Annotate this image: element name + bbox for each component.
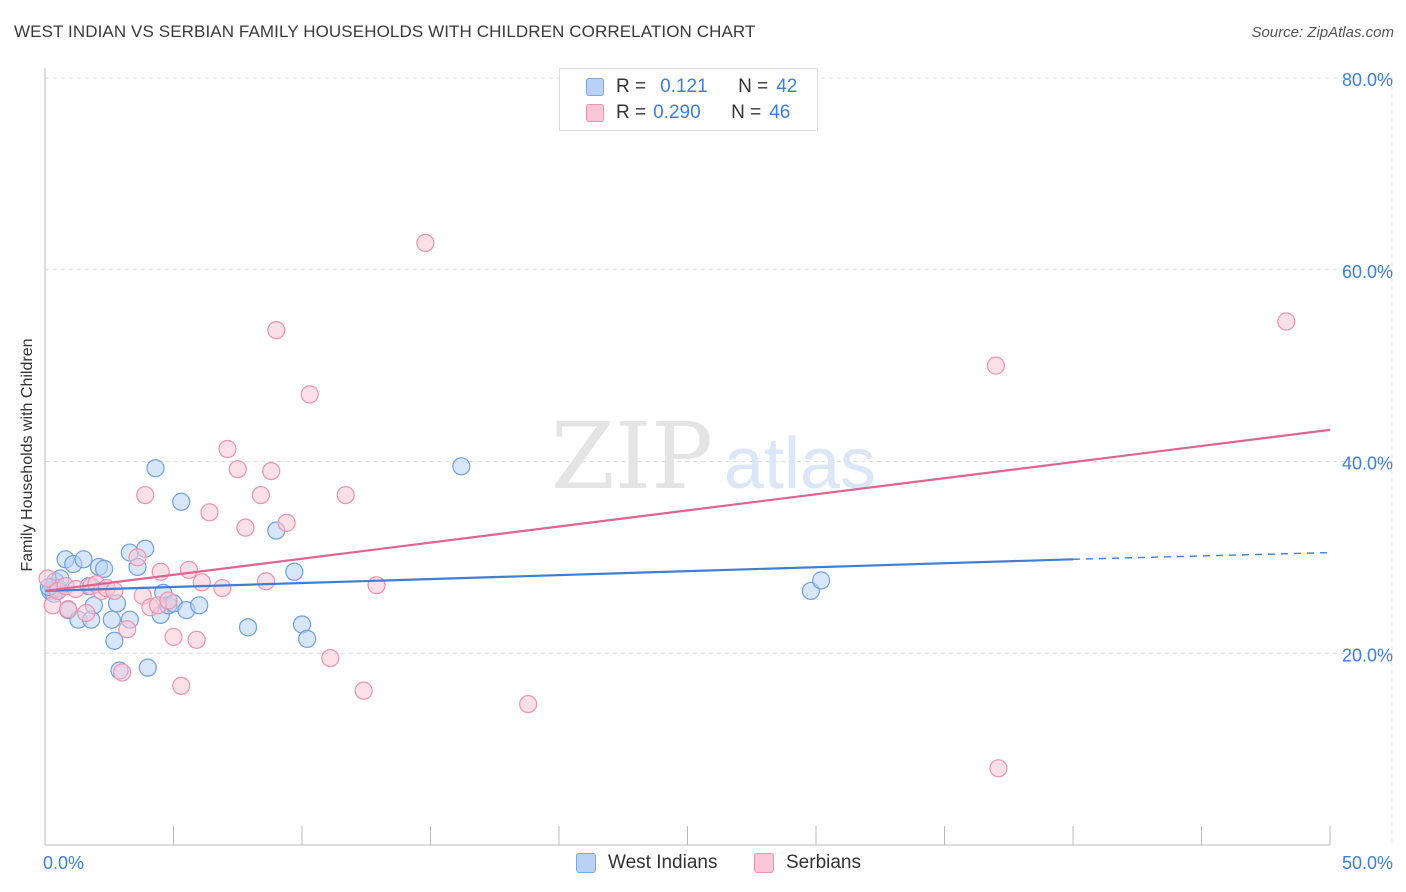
data-point	[95, 559, 114, 578]
data-point	[238, 618, 258, 637]
data-point	[102, 610, 121, 629]
y-tick-labels: 20.0% 40.0% 60.0% 80.0%	[1342, 70, 1393, 665]
data-point	[367, 576, 386, 595]
data-point	[105, 631, 124, 650]
watermark-zip: ZIP	[551, 403, 713, 510]
source-credit: Source: ZipAtlas.com	[1251, 24, 1394, 41]
y-tick-label: 20.0%	[1342, 645, 1393, 665]
data-point	[164, 627, 183, 647]
trend-line	[44, 558, 1074, 593]
data-point	[213, 578, 232, 598]
data-point	[298, 629, 317, 648]
data-point	[187, 630, 206, 649]
legend-swatch-serbians	[754, 853, 774, 873]
data-point	[416, 233, 435, 253]
data-point	[251, 485, 270, 505]
data-point	[136, 485, 155, 505]
data-point	[59, 600, 78, 619]
legend-n-label: N =	[738, 76, 769, 97]
legend-r-label: R =	[616, 102, 647, 123]
data-point	[159, 591, 178, 610]
y-tick-label: 40.0%	[1342, 454, 1393, 474]
y-tick-label: 60.0%	[1342, 262, 1393, 282]
y-tick-label: 80.0%	[1342, 70, 1393, 90]
data-point	[190, 596, 209, 615]
axes	[44, 68, 1331, 846]
zipatlas-watermark: ZIP atlas	[551, 403, 876, 510]
legend-swatch-west-indians	[586, 78, 604, 96]
legend-r-value: 0.121	[660, 76, 708, 97]
data-point	[1277, 312, 1296, 331]
data-point	[519, 694, 538, 714]
data-point	[38, 569, 57, 588]
data-point	[105, 581, 124, 601]
legend-r-value: 0.290	[653, 102, 701, 123]
legend-item-west-indians[interactable]: West Indians	[576, 852, 717, 874]
data-point	[179, 560, 199, 579]
legend-swatch-west-indians	[576, 853, 596, 873]
legend-n-label: N =	[731, 102, 762, 123]
legend-label-serbians: Serbians	[786, 852, 861, 873]
data-point	[236, 518, 255, 537]
data-point	[989, 759, 1008, 778]
trend-line	[44, 428, 1331, 593]
data-point	[452, 457, 471, 476]
data-point	[172, 492, 191, 511]
chart-title: WEST INDIAN VS SERBIAN FAMILY HOUSEHOLDS…	[14, 22, 756, 41]
legend-label-west-indians: West Indians	[608, 852, 718, 873]
data-point	[267, 321, 286, 340]
gridlines	[45, 77, 1393, 845]
data-point	[74, 550, 93, 569]
data-point	[354, 681, 373, 700]
legend-row-west-indians: R = 0.121 N = 42	[586, 74, 797, 100]
trend-lines	[44, 428, 1331, 593]
watermark-atlas: atlas	[724, 424, 876, 504]
x-tick-labels: 0.0% 50.0%	[43, 853, 1393, 873]
correlation-legend: R = 0.121 N = 42 R = 0.290 N = 46	[559, 68, 818, 131]
legend-item-serbians[interactable]: Serbians	[754, 852, 861, 874]
data-point	[112, 663, 132, 682]
data-point	[218, 439, 237, 459]
legend-n-value: 42	[776, 76, 798, 97]
data-point	[128, 548, 147, 567]
legend-row-serbians: R = 0.290 N = 46	[586, 100, 790, 126]
data-point	[138, 658, 157, 677]
data-point	[256, 572, 276, 591]
data-point	[277, 513, 296, 532]
data-point	[192, 573, 211, 592]
data-point	[321, 648, 340, 668]
data-point	[146, 459, 165, 478]
legend-n-value: 46	[769, 102, 791, 123]
legend-r-label: R =	[616, 76, 647, 97]
data-point	[285, 562, 304, 581]
data-point	[200, 503, 219, 522]
x-tick-label: 50.0%	[1342, 853, 1393, 873]
data-point	[986, 356, 1006, 375]
data-point	[77, 603, 96, 623]
data-point	[812, 571, 831, 590]
data-point	[262, 461, 281, 481]
data-point	[228, 460, 247, 479]
trend-line-extension	[1072, 551, 1331, 560]
series-legend: West Indians Serbians	[0, 852, 1406, 878]
data-point	[336, 485, 355, 505]
legend-swatch-serbians	[586, 104, 604, 122]
x-tick-label: 0.0%	[43, 853, 84, 873]
data-point	[172, 676, 191, 695]
data-point	[118, 620, 137, 639]
data-point	[300, 385, 319, 404]
